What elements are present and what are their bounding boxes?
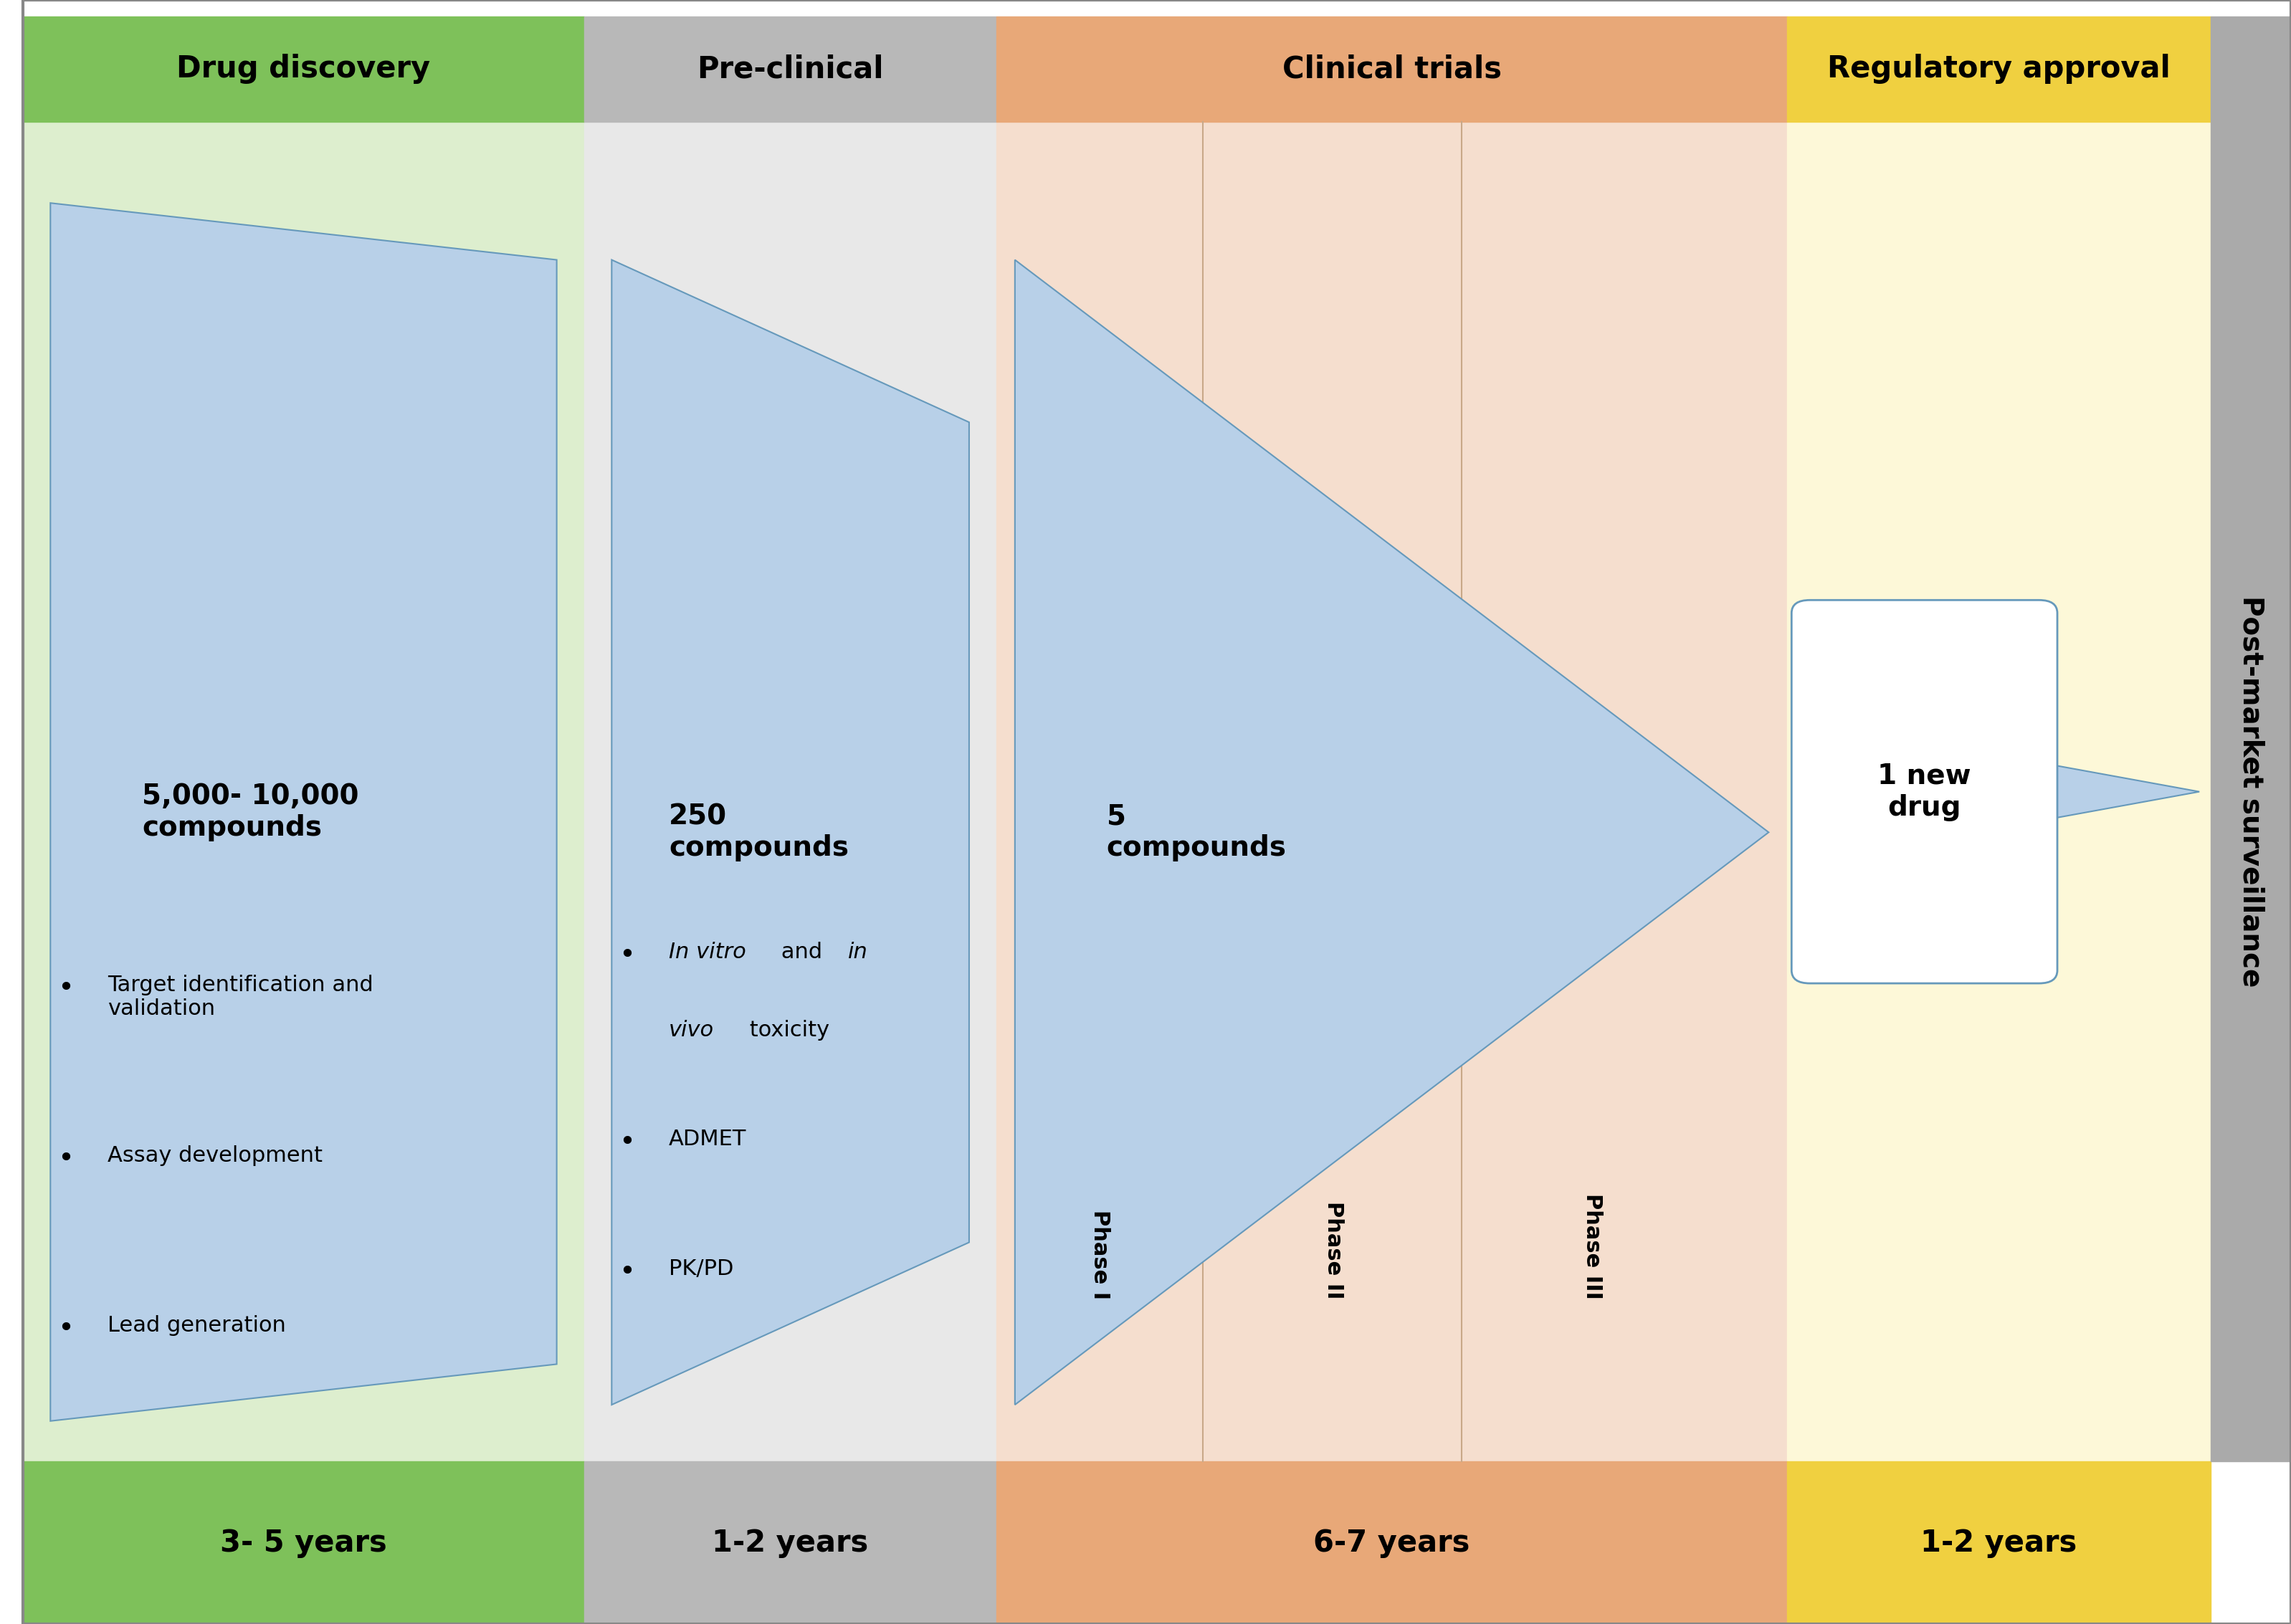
Text: Phase III: Phase III [1581,1194,1604,1299]
Text: 5,000- 10,000
compounds: 5,000- 10,000 compounds [142,783,360,841]
Polygon shape [1796,695,1810,888]
Text: in: in [848,942,868,963]
Text: 3- 5 years: 3- 5 years [220,1528,387,1557]
Text: •: • [619,1129,635,1156]
Text: 5
compounds: 5 compounds [1107,802,1288,862]
Text: toxicity: toxicity [742,1020,829,1041]
Bar [584,1462,997,1624]
Polygon shape [1015,260,1769,1405]
Bar [1787,122,2211,1462]
Bar [584,16,997,122]
Bar [23,16,584,122]
Text: Lead generation: Lead generation [108,1315,286,1337]
Text: •: • [57,1315,73,1343]
Text: Post-market surveillance: Post-market surveillance [2238,596,2264,987]
Text: In vitro: In vitro [669,942,747,963]
Text: •: • [619,1259,635,1286]
Bar [997,122,1787,1462]
Text: 6-7 years: 6-7 years [1313,1528,1471,1557]
Bar [997,16,1787,122]
Polygon shape [2039,762,2199,820]
Text: 1-2 years: 1-2 years [713,1528,868,1557]
Text: Assay development: Assay development [108,1145,323,1166]
Bar [1787,16,2211,122]
Bar [23,1462,584,1624]
Text: and: and [774,942,829,963]
Bar [1787,1462,2211,1624]
Text: Regulatory approval: Regulatory approval [1828,54,2170,84]
Text: •: • [57,1145,73,1173]
Text: •: • [57,974,73,1002]
Polygon shape [50,203,557,1421]
Text: PK/PD: PK/PD [669,1259,733,1280]
Text: ADMET: ADMET [669,1129,747,1150]
Text: Drug discovery: Drug discovery [176,54,431,84]
Text: Pre-clinical: Pre-clinical [696,54,884,84]
Text: Phase I: Phase I [1088,1210,1111,1299]
FancyBboxPatch shape [1792,599,2057,983]
Text: •: • [619,942,635,970]
Text: Phase II: Phase II [1322,1202,1345,1299]
Text: 1 new
drug: 1 new drug [1879,762,1970,822]
Bar [23,122,584,1462]
Bar [997,1462,1787,1624]
Text: Clinical trials: Clinical trials [1283,54,1501,84]
Text: vivo: vivo [669,1020,715,1041]
Text: 250
compounds: 250 compounds [669,802,850,862]
Bar [2211,16,2291,122]
Bar [584,122,997,1462]
Text: 1-2 years: 1-2 years [1920,1528,2078,1557]
Polygon shape [612,260,969,1405]
Bar [2211,122,2291,1462]
Text: Target identification and
validation: Target identification and validation [108,974,373,1020]
